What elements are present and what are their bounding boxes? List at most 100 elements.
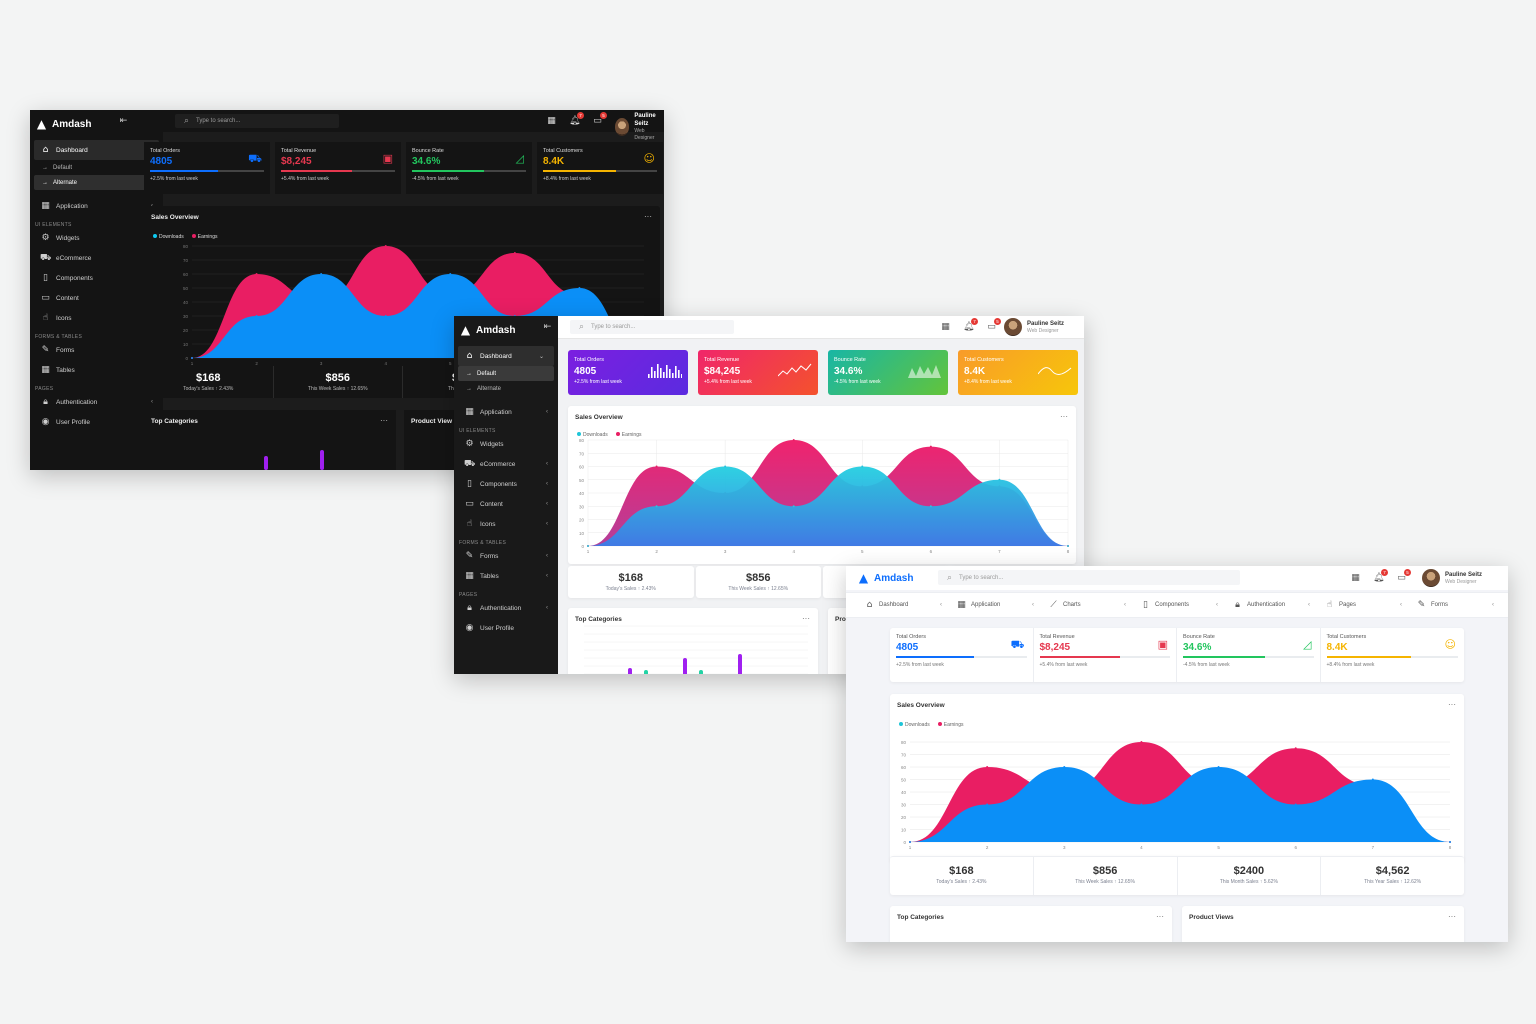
stat-value: $8,245	[1039, 642, 1071, 653]
messages-button[interactable]: ▭ 5	[592, 112, 607, 126]
y-tick-label: 10	[183, 342, 189, 347]
more-options-icon[interactable]: ···	[1448, 912, 1456, 921]
avatar	[615, 118, 630, 136]
messages-button[interactable]: ▭ 5	[1396, 569, 1411, 583]
sidebar-item-authentication[interactable]: 🔒︎ Authentication ‹	[30, 392, 163, 412]
user-menu[interactable]: Pauline Seitz Web Designer	[1004, 318, 1064, 336]
more-options-icon[interactable]: ···	[802, 614, 810, 623]
search-input[interactable]: ⌕ Type to search...	[570, 320, 734, 334]
nav-forms[interactable]: ✎ Forms ‹	[1417, 600, 1494, 610]
chevron-left-icon: ‹	[1308, 602, 1310, 608]
sidebar-item-dashboard[interactable]: ⌂Dashboard⌄	[34, 140, 159, 160]
bell-icon: 🔔︎	[963, 322, 975, 332]
edit-icon: ✎	[465, 551, 474, 561]
series-point-downloads	[578, 287, 581, 289]
sidebar-item-user-profile[interactable]: ◉ User Profile	[41, 417, 90, 427]
sidebar-item-application[interactable]: ▦Application‹	[465, 407, 548, 417]
notification-bell[interactable]: 🔔︎ 7	[569, 112, 584, 126]
nav-charts[interactable]: ⟋ Charts ‹	[1048, 600, 1140, 610]
sidebar-sub-alternate[interactable]: → Alternate	[34, 175, 159, 190]
series-point-earnings	[986, 766, 989, 768]
collapse-sidebar-icon[interactable]: ⇤	[119, 116, 128, 126]
legend-downloads: Downloads	[899, 722, 930, 728]
sidebar-item-user-profile[interactable]: ◉ User Profile	[465, 623, 514, 633]
stat-progress	[1326, 656, 1458, 658]
sidebar-sub-default[interactable]: → Default	[458, 366, 554, 381]
legend-downloads: Downloads	[577, 432, 608, 438]
product-views-title: Product View	[411, 418, 453, 425]
series-point-downloads	[861, 465, 864, 468]
y-tick-label: 30	[901, 803, 907, 808]
user-circle-icon: ◉	[465, 623, 474, 633]
stat-change: -4.5% from last week	[1183, 662, 1230, 668]
stat-title: Total Orders	[896, 634, 926, 640]
nav-components[interactable]: ▯ Components ‹	[1140, 600, 1232, 610]
chevron-left-icon: ‹	[1032, 602, 1034, 608]
sidebar-item-widgets[interactable]: ⚙ Widgets	[41, 233, 80, 243]
topbar-icons: ▦ 🔔︎ 7 ▭ 5	[940, 318, 1001, 332]
nav-pages[interactable]: ☝ Pages ‹	[1324, 600, 1416, 610]
sidebar-item-forms[interactable]: ✎Forms‹	[465, 551, 548, 561]
y-tick-label: 50	[183, 286, 189, 291]
sidebar-item-authentication[interactable]: 🔒︎ Authentication ‹	[454, 598, 558, 618]
y-tick-label: 80	[579, 438, 585, 443]
user-role: Web Designer	[634, 128, 655, 141]
collapse-sidebar-icon[interactable]: ⇤	[543, 322, 552, 332]
more-options-icon[interactable]: ···	[1060, 412, 1068, 421]
stat-value: $8,245	[281, 156, 312, 167]
sidebar-item-widgets[interactable]: ⚙ Widgets	[465, 439, 504, 449]
stat-card-bounce-rate: Bounce Rate 34.6% -4.5% from last week ◿	[1177, 628, 1321, 682]
stat-value: $84,245	[704, 366, 741, 377]
logo-icon: ▲	[460, 323, 471, 337]
nav-application[interactable]: ▦ Application ‹	[957, 600, 1034, 610]
series-point-earnings	[655, 465, 658, 468]
brand-logo[interactable]: ▲ Amdash	[858, 571, 914, 585]
widgets-icon: ⚙	[465, 439, 474, 449]
apps-grid-icon[interactable]: ▦	[1351, 573, 1360, 583]
stat-title: Bounce Rate	[834, 357, 866, 363]
sidebar-item-icons[interactable]: ☝Icons‹	[454, 514, 558, 534]
y-tick-label: 10	[901, 828, 907, 833]
y-tick-label: 20	[183, 328, 189, 333]
y-tick-label: 50	[901, 778, 907, 783]
brand-logo[interactable]: ▲ Amdash	[460, 323, 516, 337]
nav-authentication[interactable]: 🔒︎ Authentication ‹	[1232, 600, 1324, 610]
search-input[interactable]: ⌕ Type to search...	[938, 570, 1240, 585]
y-tick-label: 60	[901, 765, 907, 770]
stat-change: +2.5% from last week	[896, 662, 944, 668]
sidebar-item-dashboard[interactable]: ⌂Dashboard⌄	[458, 346, 554, 366]
sidebar-item-content[interactable]: ▭Content‹	[465, 499, 548, 509]
brand-logo[interactable]: ▲ Amdash	[36, 117, 92, 131]
thumbs-up-icon: ☝	[466, 519, 473, 529]
sidebar-sub-alternate[interactable]: → Alternate	[466, 385, 502, 392]
sidebar-item-components[interactable]: ▯Components‹	[454, 474, 558, 494]
search-input[interactable]: ⌕ Type to search...	[175, 114, 339, 128]
legend-earnings: Earnings	[937, 722, 963, 728]
series-point-downloads	[998, 478, 1001, 481]
sidebar-item-tables[interactable]: ▦Tables‹	[465, 571, 548, 581]
x-tick-label: 5	[449, 361, 452, 366]
apps-grid-icon[interactable]: ▦	[547, 116, 556, 126]
user-menu[interactable]: Pauline Seitz Web Designer	[615, 112, 664, 142]
more-options-icon[interactable]: ···	[380, 416, 388, 425]
search-icon: ⌕	[183, 116, 190, 126]
more-options-icon[interactable]: ···	[1448, 700, 1456, 709]
chevron-left-icon: ‹	[546, 501, 548, 507]
user-menu[interactable]: Pauline Seitz Web Designer	[1422, 569, 1482, 587]
stat-progress	[543, 170, 657, 172]
nav-dashboard[interactable]: ⌂ Dashboard ‹	[864, 600, 956, 610]
chevron-left-icon: ‹	[546, 605, 548, 611]
summary-week: $856 This Week Sales ↑ 12.65%	[695, 566, 821, 598]
notification-bell[interactable]: 🔔︎ 7	[963, 318, 978, 332]
sidebar-item-ecommerce[interactable]: ⛟eCommerce‹	[464, 458, 548, 469]
x-tick-label: 4	[792, 549, 795, 554]
more-options-icon[interactable]: ···	[1156, 912, 1164, 921]
more-options-icon[interactable]: ···	[644, 212, 652, 221]
message-badge: 5	[1404, 569, 1411, 576]
messages-button[interactable]: ▭ 5	[986, 318, 1001, 332]
stat-value: 4805	[150, 156, 173, 167]
sidebar-sub-default[interactable]: → Default	[42, 164, 73, 171]
home-icon: ⌂	[42, 145, 49, 155]
notification-bell[interactable]: 🔔︎ 7	[1373, 569, 1388, 583]
apps-grid-icon[interactable]: ▦	[941, 322, 950, 332]
